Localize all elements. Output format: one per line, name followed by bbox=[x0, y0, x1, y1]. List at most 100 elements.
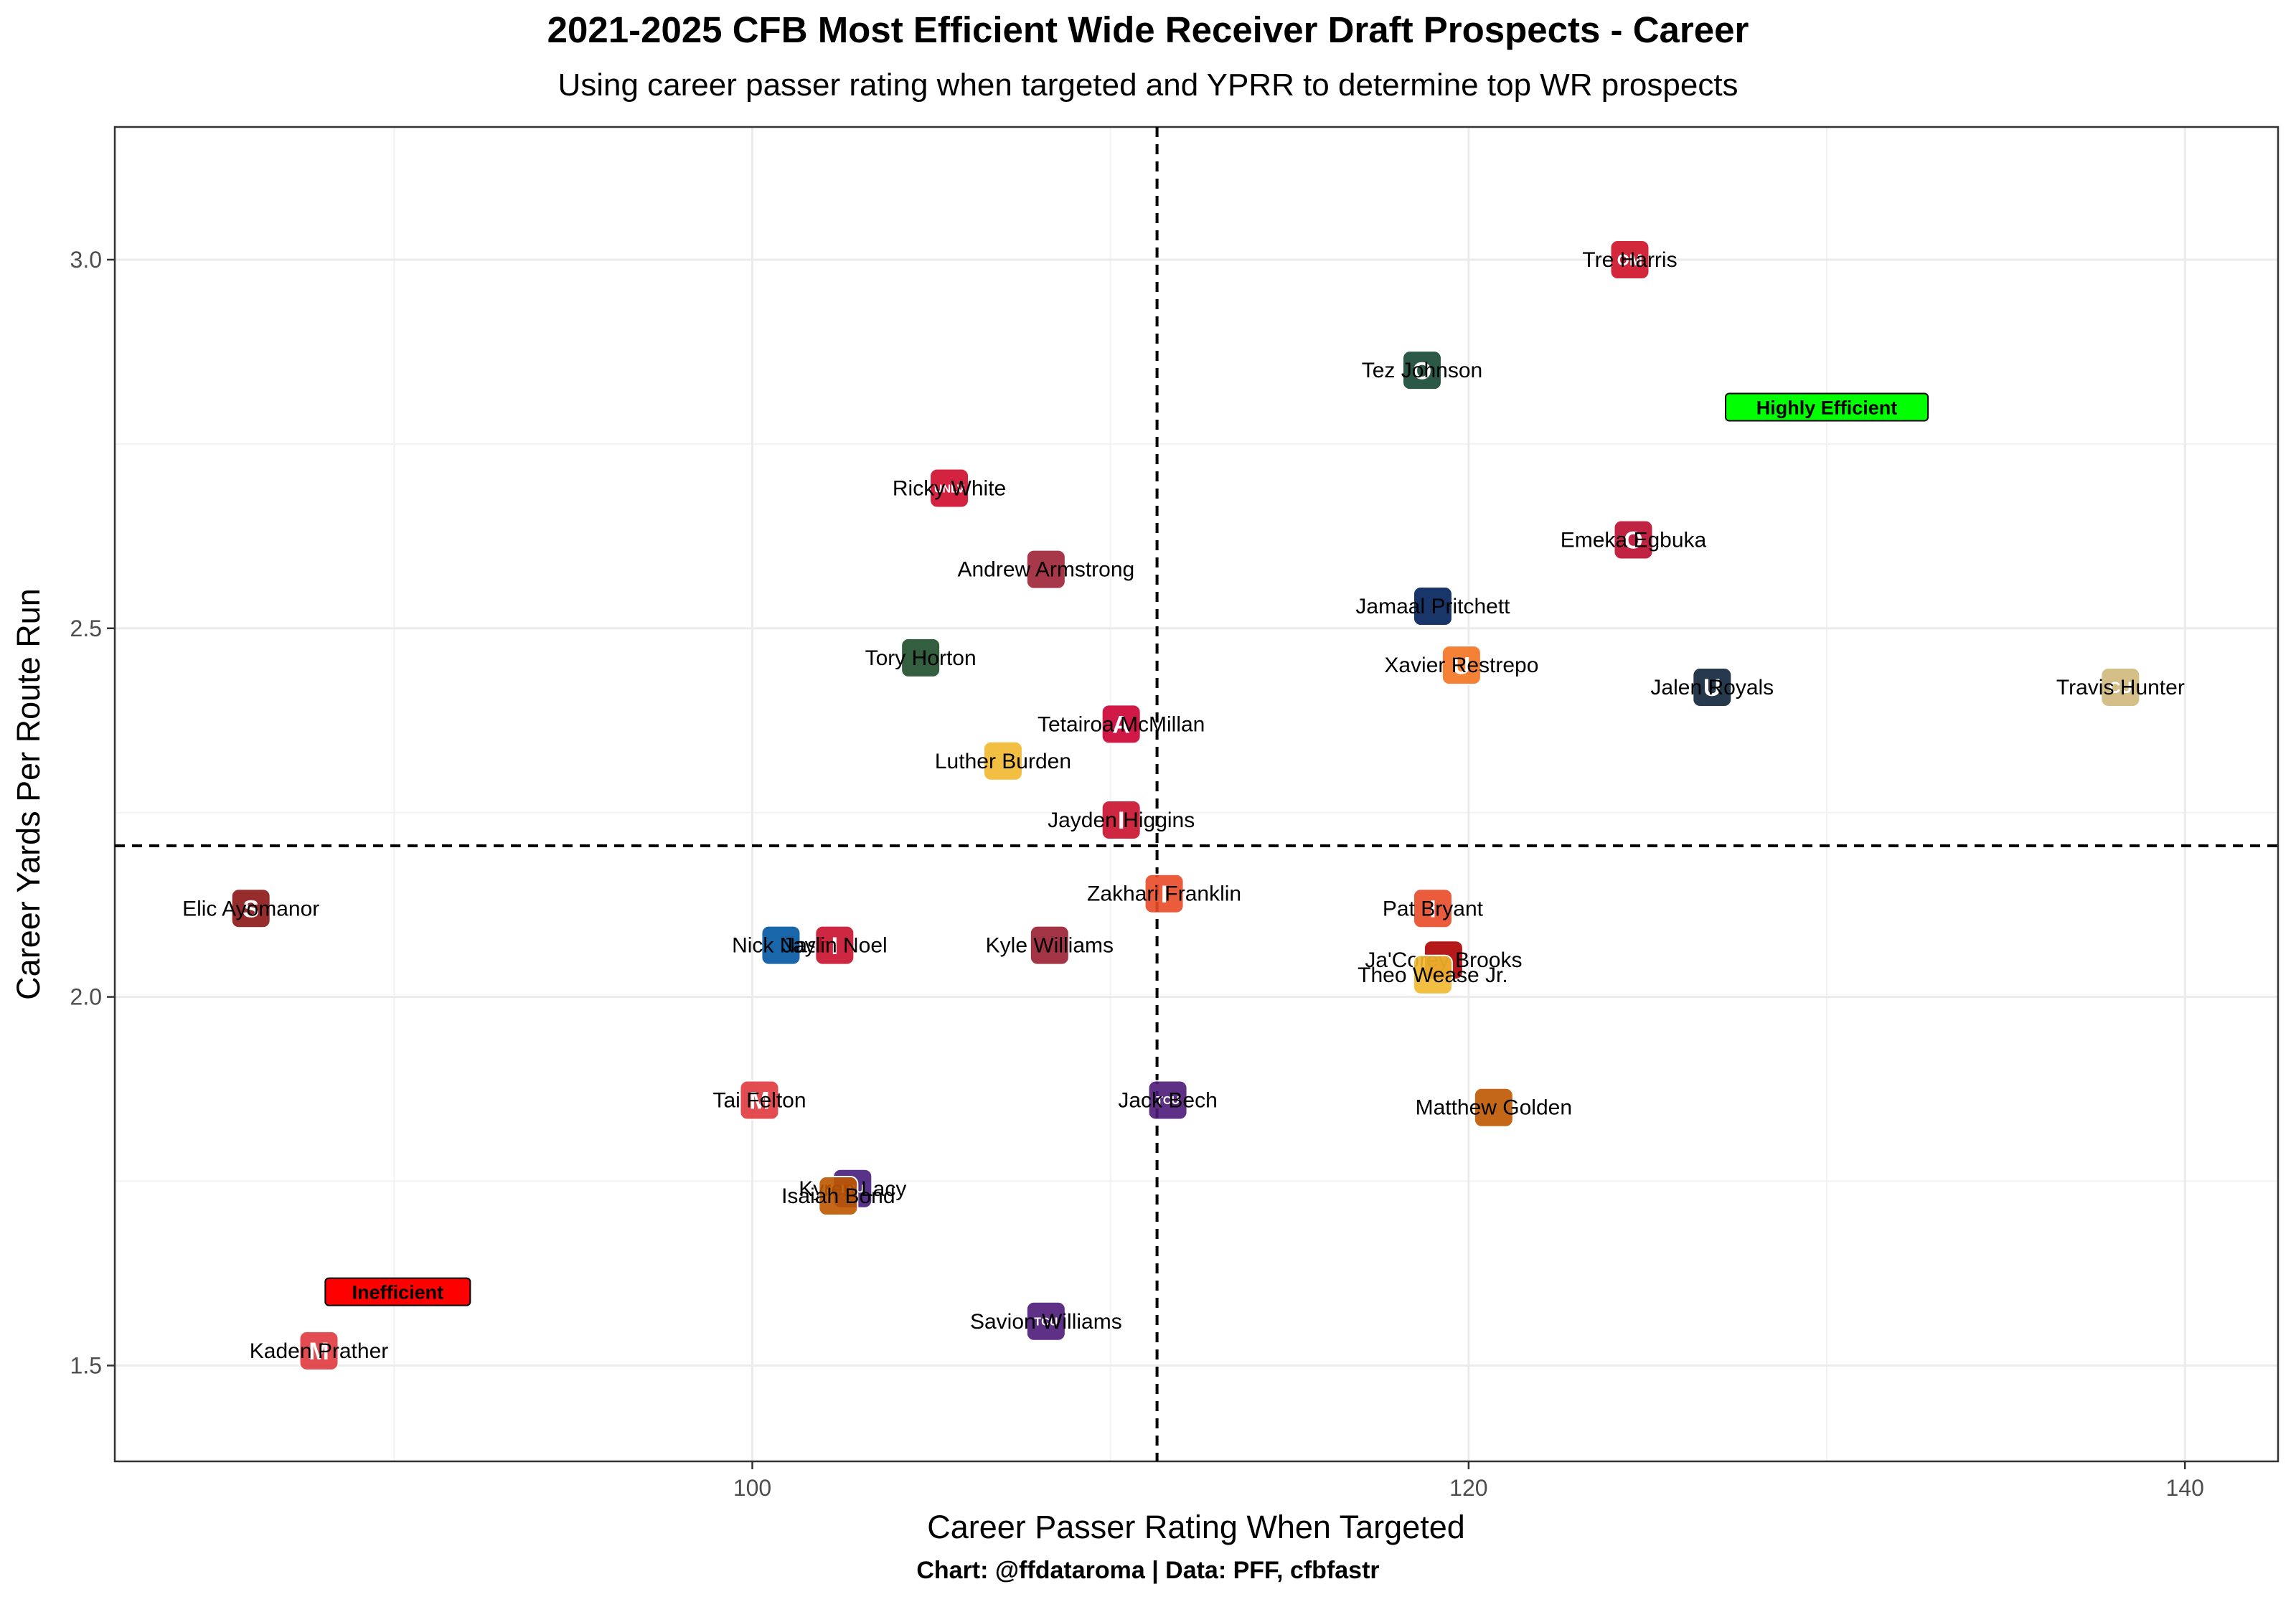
arkansas-logo bbox=[1025, 549, 1066, 590]
point-label: Savion Williams bbox=[970, 1310, 1122, 1334]
reference-lines bbox=[115, 127, 2278, 1461]
illinois-logo: I bbox=[1412, 888, 1453, 929]
logo-badge bbox=[900, 637, 941, 678]
x-axis-title: Career Passer Rating When Targeted bbox=[927, 1509, 1465, 1545]
annotation-badge: Highly Efficient bbox=[1725, 392, 1929, 422]
stanford-logo: S bbox=[230, 888, 271, 929]
oregon-logo: O bbox=[1401, 350, 1442, 391]
chart-title: 2021-2025 CFB Most Efficient Wide Receiv… bbox=[547, 9, 1749, 50]
data-point: Tory Horton bbox=[865, 637, 977, 678]
point-label: Jalen Royals bbox=[1650, 676, 1774, 699]
annotation-box bbox=[1725, 392, 1929, 422]
point-label: Jayden Higgins bbox=[1048, 809, 1195, 832]
x-tick-label: 140 bbox=[2166, 1475, 2204, 1501]
logo-lettering: O bbox=[1413, 357, 1431, 385]
logo-badge bbox=[1025, 549, 1066, 590]
logo-badge bbox=[1692, 666, 1733, 707]
annotation-box bbox=[324, 1277, 471, 1306]
missouri-logo bbox=[1412, 954, 1453, 995]
point-label: Matthew Golden bbox=[1416, 1096, 1572, 1120]
logo-lettering: I bbox=[1429, 896, 1436, 923]
data-point: Nick Nash bbox=[732, 925, 830, 966]
iowa-state-logo: I bbox=[814, 925, 855, 966]
x-tick-label: 100 bbox=[733, 1475, 771, 1501]
logo-badge bbox=[1401, 350, 1442, 391]
ole-miss-logo: OM bbox=[1609, 239, 1650, 280]
logo-badge bbox=[1101, 799, 1142, 840]
logo-lettering: TCU bbox=[1156, 1095, 1180, 1107]
logo-lettering: U bbox=[1703, 674, 1721, 702]
logo-lettering: I bbox=[832, 933, 838, 960]
miami-logo: U bbox=[1441, 645, 1482, 686]
data-point: Luther Burden bbox=[935, 740, 1071, 781]
data-point: Andrew Armstrong bbox=[957, 549, 1134, 590]
logo-lettering: U bbox=[1453, 652, 1471, 679]
y-tick-label: 2.0 bbox=[70, 984, 102, 1010]
point-label: Jack Bech bbox=[1118, 1088, 1217, 1112]
point-label: Pat Bryant bbox=[1383, 897, 1484, 920]
logo-badge bbox=[1473, 1087, 1514, 1128]
data-point: Jamaal Pritchett bbox=[1355, 585, 1510, 626]
logo-lettering: CU bbox=[2109, 679, 2132, 697]
texas-logo bbox=[1473, 1087, 1514, 1128]
chart-subtitle: Using career passer rating when targeted… bbox=[557, 67, 1739, 103]
iowa-state-logo: I bbox=[1101, 799, 1142, 840]
utah-state-logo: U bbox=[1692, 666, 1733, 707]
logo-badge bbox=[298, 1330, 339, 1371]
point-label: Tai Felton bbox=[712, 1088, 806, 1112]
logo-badge bbox=[1609, 239, 1650, 280]
point-label: Theo Wease Jr. bbox=[1358, 963, 1508, 987]
annotation-badge: Inefficient bbox=[324, 1277, 471, 1306]
logo-badge bbox=[814, 925, 855, 966]
y-tick-label: 1.5 bbox=[70, 1352, 102, 1378]
logo-badge bbox=[1412, 585, 1453, 626]
ohio-state-logo: O bbox=[1613, 519, 1654, 560]
logo-badge bbox=[818, 1176, 859, 1217]
point-label: Jamaal Pritchett bbox=[1355, 595, 1510, 618]
arizona-logo: A bbox=[1101, 704, 1142, 745]
point-label: Kaden Prather bbox=[250, 1339, 388, 1363]
logo-badge bbox=[1144, 873, 1185, 914]
logo-lettering: O bbox=[1624, 527, 1642, 555]
point-label: Andrew Armstrong bbox=[957, 558, 1134, 582]
tcu-logo: TCU bbox=[1147, 1080, 1188, 1121]
point-label: Isaiah Bond bbox=[781, 1184, 895, 1208]
logo-badge bbox=[1613, 519, 1654, 560]
missouri-logo bbox=[982, 740, 1023, 781]
maryland-logo: M bbox=[298, 1330, 339, 1371]
logo-badge bbox=[1025, 1301, 1066, 1342]
x-tick-label: 120 bbox=[1449, 1475, 1487, 1501]
colorado-logo: CU bbox=[2100, 666, 2141, 707]
logo-badge bbox=[929, 468, 970, 509]
data-point: Kyle Williams bbox=[986, 925, 1114, 966]
point-label: Emeka Egbuka bbox=[1561, 528, 1707, 552]
south-alabama-logo bbox=[1412, 585, 1453, 626]
y-tick-label: 3.0 bbox=[70, 247, 102, 273]
data-point: Matthew Golden bbox=[1416, 1087, 1572, 1128]
y-axis-title: Career Yards Per Route Run bbox=[10, 588, 47, 1000]
logo-lettering: UNLV bbox=[934, 483, 965, 495]
logo-badge bbox=[1029, 925, 1070, 966]
logo-badge bbox=[739, 1080, 780, 1121]
point-label: Travis Hunter bbox=[2056, 676, 2185, 699]
logo-badge bbox=[1441, 645, 1482, 686]
logo-badge bbox=[1147, 1080, 1188, 1121]
point-label: Elic Ayomanor bbox=[182, 897, 319, 920]
maryland-logo: M bbox=[739, 1080, 780, 1121]
annotation-text: Inefficient bbox=[352, 1282, 444, 1304]
point-label: Tre Harris bbox=[1582, 248, 1677, 272]
colorado-state-logo bbox=[900, 637, 941, 678]
